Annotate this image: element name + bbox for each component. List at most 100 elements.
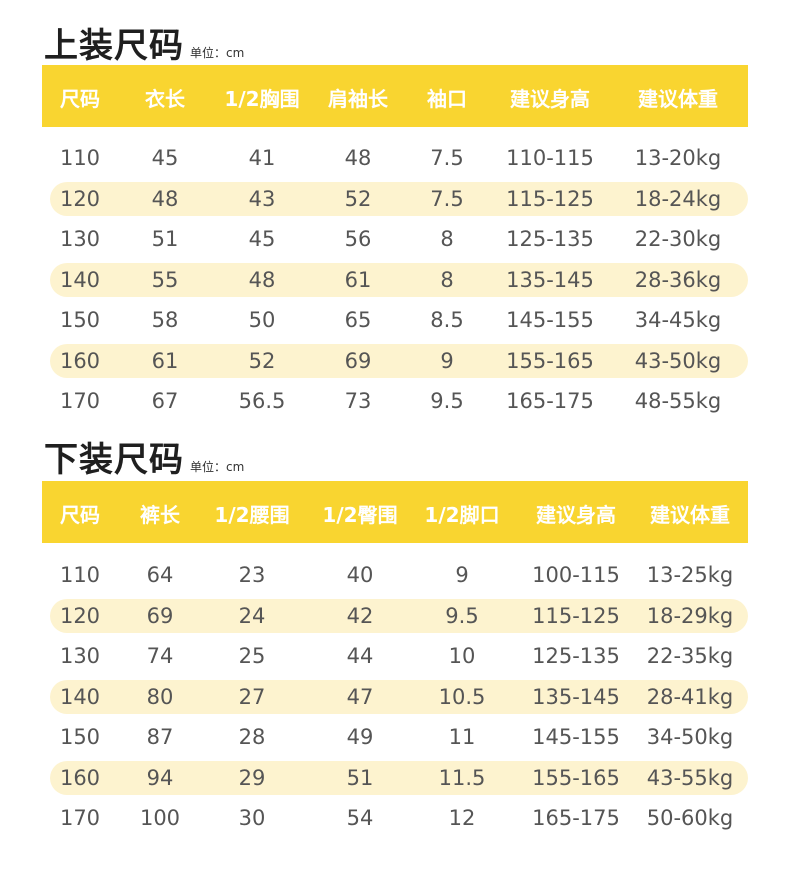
column-header: 建议体重 bbox=[638, 87, 718, 111]
table-cell: 42 bbox=[346, 603, 374, 628]
table-cell: 8 bbox=[440, 267, 454, 292]
table-cell: 150 bbox=[59, 308, 101, 332]
table-cell: 135-145 bbox=[506, 267, 594, 292]
table-row: 150 58 50 65 8.5 145-155 34-45kg bbox=[50, 303, 748, 337]
table-cell: 155-165 bbox=[506, 348, 594, 373]
table-cell: 48 bbox=[151, 186, 179, 211]
table-cell: 140 bbox=[59, 684, 101, 709]
table-cell: 51 bbox=[346, 765, 374, 790]
table-cell: 80 bbox=[146, 684, 174, 709]
top-title-text: 上装尺码 bbox=[44, 26, 184, 66]
table-row: 130 74 25 44 10 125-135 22-35kg bbox=[50, 639, 748, 673]
table-cell: 110-115 bbox=[506, 146, 594, 170]
table-cell: 74 bbox=[146, 644, 174, 668]
table-cell: 10.5 bbox=[438, 684, 486, 709]
table-cell: 30 bbox=[238, 806, 266, 830]
table-cell: 145-155 bbox=[532, 725, 620, 749]
table-row: 170 100 30 54 12 165-175 50-60kg bbox=[50, 801, 748, 835]
table-cell: 50 bbox=[248, 308, 276, 332]
table-cell: 28 bbox=[238, 725, 266, 749]
table-cell: 115-125 bbox=[506, 186, 594, 211]
column-header: 建议体重 bbox=[650, 503, 730, 527]
table-cell: 45 bbox=[151, 146, 179, 170]
column-header: 袖口 bbox=[427, 87, 467, 111]
column-header: 1/2臀围 bbox=[322, 503, 398, 527]
table-cell: 47 bbox=[346, 684, 374, 709]
table-cell: 13-20kg bbox=[634, 146, 722, 170]
table-cell: 29 bbox=[238, 765, 266, 790]
table-row: 110 64 23 40 9 100-115 13-25kg bbox=[50, 558, 748, 592]
table-header: 尺码 衣长 1/2胸围 肩袖长 袖口 建议身高 建议体重 bbox=[42, 65, 748, 127]
table-cell: 67 bbox=[151, 389, 179, 413]
table-cell: 43 bbox=[248, 186, 276, 211]
table-cell: 8.5 bbox=[430, 308, 464, 332]
table-cell: 13-25kg bbox=[646, 563, 734, 587]
table-cell: 65 bbox=[344, 308, 372, 332]
table-cell: 7.5 bbox=[430, 146, 464, 170]
table-cell: 115-125 bbox=[532, 603, 620, 628]
table-cell: 165-175 bbox=[506, 389, 594, 413]
table-cell: 18-29kg bbox=[646, 603, 734, 628]
table-cell: 45 bbox=[248, 227, 276, 251]
table-cell: 34-50kg bbox=[646, 725, 734, 749]
table-row: 140 80 27 47 10.5 135-145 28-41kg bbox=[50, 679, 748, 714]
table-cell: 64 bbox=[146, 563, 174, 587]
table-cell: 100-115 bbox=[532, 563, 620, 587]
table-cell: 56.5 bbox=[238, 389, 286, 413]
table-row: 170 67 56.5 73 9.5 165-175 48-55kg bbox=[50, 384, 748, 418]
column-header: 尺码 bbox=[60, 503, 100, 527]
column-header: 裤长 bbox=[140, 503, 180, 527]
table-cell: 50-60kg bbox=[646, 806, 734, 830]
table-cell: 130 bbox=[59, 644, 101, 668]
table-cell: 11.5 bbox=[438, 765, 486, 790]
table-cell: 94 bbox=[146, 765, 174, 790]
column-header: 衣长 bbox=[145, 87, 185, 111]
column-header: 1/2胸围 bbox=[224, 87, 300, 111]
table-cell: 43-55kg bbox=[646, 765, 734, 790]
column-header: 建议身高 bbox=[536, 503, 616, 527]
table-cell: 27 bbox=[238, 684, 266, 709]
table-row: 150 87 28 49 11 145-155 34-50kg bbox=[50, 720, 748, 754]
table-cell: 87 bbox=[146, 725, 174, 749]
table-cell: 170 bbox=[59, 389, 101, 413]
table-cell: 125-135 bbox=[506, 227, 594, 251]
table-cell: 73 bbox=[344, 389, 372, 413]
table-cell: 155-165 bbox=[532, 765, 620, 790]
table-cell: 8 bbox=[440, 227, 454, 251]
table-cell: 9.5 bbox=[430, 389, 464, 413]
table-cell: 25 bbox=[238, 644, 266, 668]
table-cell: 9 bbox=[455, 563, 469, 587]
table-cell: 9.5 bbox=[445, 603, 479, 628]
column-header: 1/2脚口 bbox=[424, 503, 500, 527]
table-cell: 34-45kg bbox=[634, 308, 722, 332]
table-cell: 48 bbox=[344, 146, 372, 170]
column-header: 1/2腰围 bbox=[214, 503, 290, 527]
table-cell: 49 bbox=[346, 725, 374, 749]
table-cell: 140 bbox=[59, 267, 101, 292]
table-cell: 52 bbox=[248, 348, 276, 373]
table-cell: 135-145 bbox=[532, 684, 620, 709]
table-cell: 130 bbox=[59, 227, 101, 251]
table-cell: 145-155 bbox=[506, 308, 594, 332]
table-row: 110 45 41 48 7.5 110-115 13-20kg bbox=[50, 141, 748, 175]
table-row: 160 94 29 51 11.5 155-165 43-55kg bbox=[50, 760, 748, 795]
table-cell: 54 bbox=[346, 806, 374, 830]
table-cell: 9 bbox=[440, 348, 454, 373]
top-section-title: 上装尺码 单位：cm bbox=[44, 18, 244, 67]
table-cell: 100 bbox=[139, 806, 181, 830]
table-cell: 52 bbox=[344, 186, 372, 211]
table-cell: 61 bbox=[344, 267, 372, 292]
table-cell: 28-36kg bbox=[634, 267, 722, 292]
table-cell: 160 bbox=[59, 348, 101, 373]
table-row: 140 55 48 61 8 135-145 28-36kg bbox=[50, 262, 748, 297]
bottom-unit-label: 单位：cm bbox=[190, 460, 245, 474]
table-cell: 120 bbox=[59, 186, 101, 211]
bottom-title-text: 下装尺码 bbox=[44, 440, 184, 480]
table-cell: 165-175 bbox=[532, 806, 620, 830]
table-cell: 61 bbox=[151, 348, 179, 373]
table-cell: 41 bbox=[248, 146, 276, 170]
table-cell: 120 bbox=[59, 603, 101, 628]
table-cell: 69 bbox=[344, 348, 372, 373]
table-row: 120 48 43 52 7.5 115-125 18-24kg bbox=[50, 181, 748, 216]
